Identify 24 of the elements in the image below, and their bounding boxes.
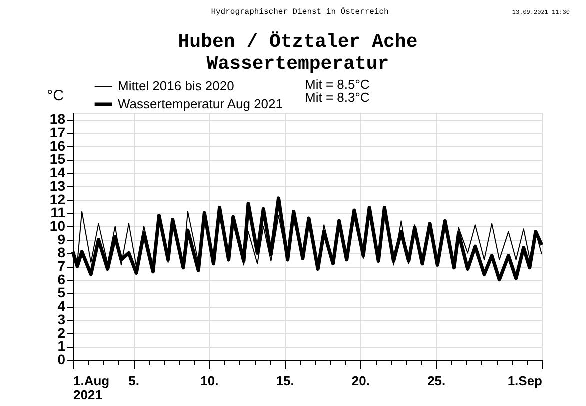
y-tick-label: 18 xyxy=(50,111,66,128)
x-tick-label: 1.Aug 2021 xyxy=(74,374,110,402)
legend-label: Wassertemperatur Aug 2021 xyxy=(118,96,283,112)
text: Mit = 8.3°C xyxy=(305,90,370,105)
x-tick-label: 15. xyxy=(276,374,294,388)
chart-title: Huben / Ötztaler Ache xyxy=(178,31,418,53)
y-tick-label: 8 xyxy=(58,244,66,261)
y-tick-label: 5 xyxy=(58,284,66,301)
y-tick-label: 0 xyxy=(58,352,66,368)
y-tick-label: 2 xyxy=(58,324,66,341)
y-tick-label: 1 xyxy=(58,338,66,354)
y-tick-label: 9 xyxy=(58,231,66,248)
legend-label: Mittel 2016 bis 2020 xyxy=(118,78,234,94)
x-tick-label: 25. xyxy=(428,374,446,388)
y-tick-label: 12 xyxy=(50,191,66,208)
chart-subtitle: Wassertemperatur xyxy=(206,53,390,75)
x-tick-label: 10. xyxy=(200,374,219,388)
x-tick-label: 20. xyxy=(352,374,370,388)
x-tick-label: 5. xyxy=(128,374,140,388)
x-tick-label: 1.Sep xyxy=(508,374,543,388)
text: Hydrographischer Dienst in Österreich xyxy=(211,7,390,17)
y-tick-label: 15 xyxy=(50,151,66,168)
y-axis-title: °C xyxy=(47,88,64,104)
text: Mit = 8.5°C xyxy=(305,77,370,92)
